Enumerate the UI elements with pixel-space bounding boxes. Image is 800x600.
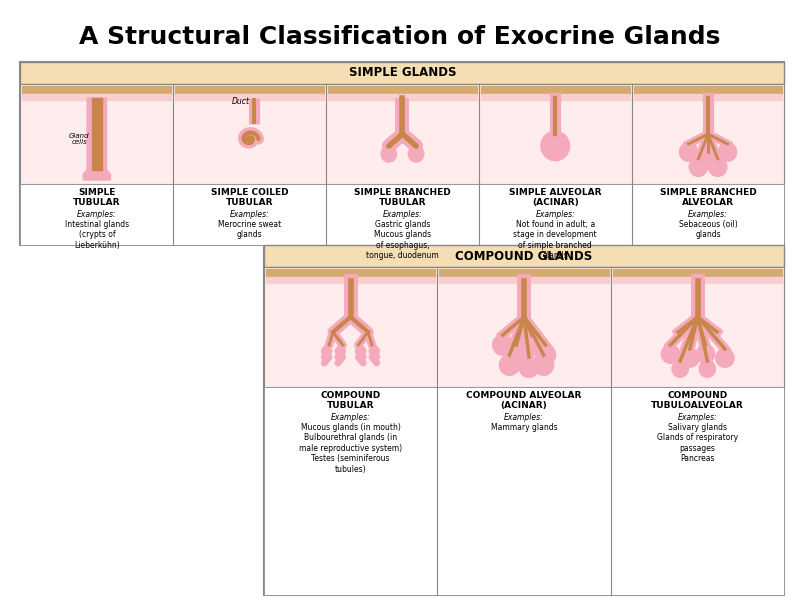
Circle shape xyxy=(500,355,519,375)
Text: SIMPLE COILED
TUBULAR: SIMPLE COILED TUBULAR xyxy=(211,188,289,208)
Bar xyxy=(21,62,785,84)
Text: Examples:: Examples: xyxy=(330,413,370,422)
Bar xyxy=(632,184,785,245)
Text: SIMPLE BRANCHED
TUBULAR: SIMPLE BRANCHED TUBULAR xyxy=(354,188,451,208)
Bar xyxy=(264,245,785,267)
Bar xyxy=(266,277,435,283)
Circle shape xyxy=(522,335,542,355)
Bar xyxy=(326,184,479,245)
Text: Gland
cells: Gland cells xyxy=(69,133,90,145)
Circle shape xyxy=(662,345,679,363)
Circle shape xyxy=(680,143,698,161)
Text: COMPOUND GLANDS: COMPOUND GLANDS xyxy=(455,250,593,263)
Text: COMPOUND
TUBULAR: COMPOUND TUBULAR xyxy=(320,391,381,410)
Text: Gastric glands
Mucous glands
of esophagus,
tongue, duodenum: Gastric glands Mucous glands of esophagu… xyxy=(366,220,439,260)
Circle shape xyxy=(699,151,717,169)
Text: COMPOUND ALVEOLAR
(ACINAR): COMPOUND ALVEOLAR (ACINAR) xyxy=(466,391,582,410)
Bar xyxy=(634,86,782,94)
Text: Examples:: Examples: xyxy=(678,413,718,422)
Polygon shape xyxy=(83,98,110,180)
Text: COMPOUND
TUBULOALVEOLAR: COMPOUND TUBULOALVEOLAR xyxy=(651,391,744,410)
Bar xyxy=(634,94,782,100)
Circle shape xyxy=(697,345,714,363)
Bar xyxy=(481,86,630,94)
Text: Merocrine sweat
glands: Merocrine sweat glands xyxy=(218,220,282,239)
Text: Mammary glands: Mammary glands xyxy=(490,423,558,432)
Circle shape xyxy=(718,143,736,161)
Circle shape xyxy=(716,349,734,367)
Bar xyxy=(21,184,174,245)
Text: Examples:: Examples: xyxy=(230,210,270,219)
Circle shape xyxy=(709,158,726,176)
Text: A Structural Classification of Exocrine Glands: A Structural Classification of Exocrine … xyxy=(79,25,721,49)
Bar xyxy=(439,269,609,277)
Text: Examples:: Examples: xyxy=(77,210,117,219)
Bar xyxy=(481,94,630,100)
Bar xyxy=(22,94,171,100)
Bar xyxy=(611,387,785,595)
Bar xyxy=(174,184,326,245)
Bar xyxy=(328,86,477,94)
Circle shape xyxy=(506,345,526,365)
Circle shape xyxy=(681,349,698,367)
Bar xyxy=(613,277,782,283)
Bar xyxy=(175,86,324,94)
Circle shape xyxy=(542,132,569,160)
Circle shape xyxy=(672,361,688,377)
Text: SIMPLE ALVEOLAR
(ACINAR): SIMPLE ALVEOLAR (ACINAR) xyxy=(509,188,602,208)
Bar xyxy=(439,277,609,283)
Bar xyxy=(264,387,438,595)
Text: Duct: Duct xyxy=(232,97,250,107)
Circle shape xyxy=(519,357,538,377)
Bar xyxy=(266,269,435,277)
Bar xyxy=(264,267,785,387)
Polygon shape xyxy=(92,98,102,170)
Circle shape xyxy=(536,345,555,365)
Circle shape xyxy=(534,355,554,375)
Bar xyxy=(22,86,171,94)
Text: Examples:: Examples: xyxy=(504,413,544,422)
Bar xyxy=(21,62,785,245)
Circle shape xyxy=(381,146,397,162)
Circle shape xyxy=(408,146,424,162)
Circle shape xyxy=(700,361,715,377)
Bar xyxy=(479,184,632,245)
Bar xyxy=(21,84,785,184)
Text: Examples:: Examples: xyxy=(382,210,422,219)
Circle shape xyxy=(690,158,707,176)
Text: Examples:: Examples: xyxy=(688,210,728,219)
Text: SIMPLE BRANCHED
ALVEOLAR: SIMPLE BRANCHED ALVEOLAR xyxy=(660,188,757,208)
Text: Examples:: Examples: xyxy=(535,210,575,219)
Bar xyxy=(328,94,477,100)
Bar xyxy=(264,245,785,595)
Bar xyxy=(175,94,324,100)
Circle shape xyxy=(493,335,513,355)
Text: SIMPLE
TUBULAR: SIMPLE TUBULAR xyxy=(73,188,121,208)
Bar xyxy=(438,387,611,595)
Text: Intestinal glands
(crypts of
Lieberkühn): Intestinal glands (crypts of Lieberkühn) xyxy=(65,220,129,250)
Text: Salivary glands
Glands of respiratory
passages
Pancreas: Salivary glands Glands of respiratory pa… xyxy=(657,423,738,463)
Text: SIMPLE GLANDS: SIMPLE GLANDS xyxy=(349,67,456,79)
Text: Not found in adult; a
stage in development
of simple branched
glands: Not found in adult; a stage in developme… xyxy=(514,220,597,260)
Bar xyxy=(613,269,782,277)
Text: Mucous glands (in mouth)
Bulbourethral glands (in
male reproductive system)
Test: Mucous glands (in mouth) Bulbourethral g… xyxy=(299,423,402,473)
Text: Sebaceous (oil)
glands: Sebaceous (oil) glands xyxy=(678,220,738,239)
